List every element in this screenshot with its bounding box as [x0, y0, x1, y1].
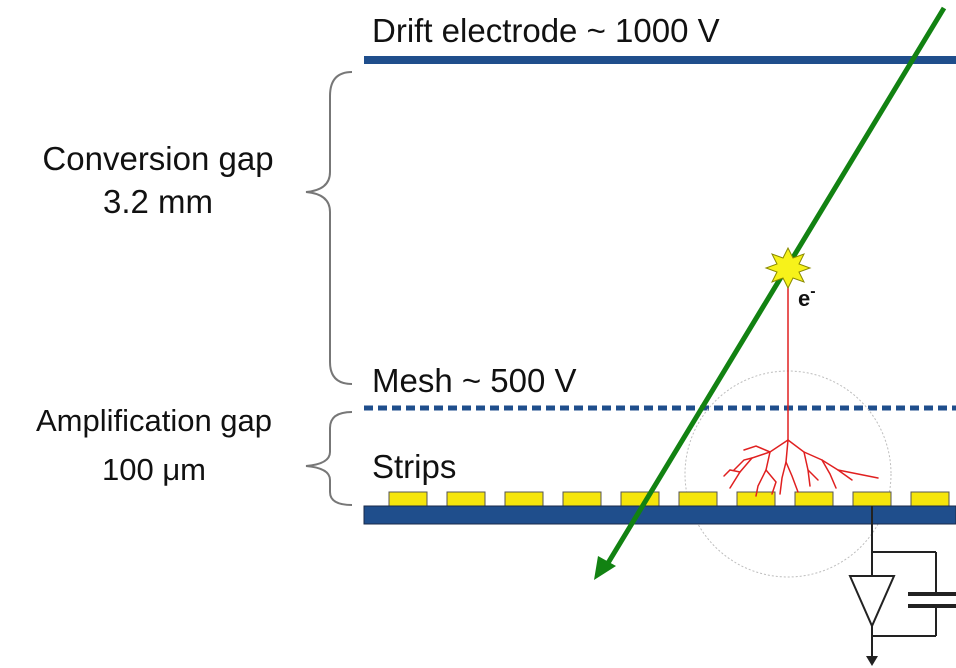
particle-track-line — [602, 6, 947, 570]
output-arrowhead — [866, 656, 878, 666]
avalanche-tree — [723, 409, 879, 497]
strip — [678, 491, 718, 507]
readout-strips — [388, 491, 950, 507]
drift-electrode-label: Drift electrode ~ 1000 V — [372, 12, 720, 49]
conversion-gap-title: Conversion gap — [42, 140, 273, 177]
mesh-label: Mesh ~ 500 V — [372, 362, 577, 399]
conversion-gap-value: 3.2 mm — [103, 183, 213, 220]
amplifier-icon — [848, 575, 896, 629]
electron-label: e- — [798, 283, 816, 311]
strip — [852, 491, 892, 507]
strip — [794, 491, 834, 507]
strip — [562, 491, 602, 507]
strip — [910, 491, 950, 507]
drift-electrode-line — [364, 56, 956, 64]
particle-track — [594, 6, 947, 580]
strip — [504, 491, 544, 507]
strip — [620, 491, 660, 507]
anode-plane — [363, 505, 956, 525]
electron-charge: - — [810, 283, 815, 300]
ionization-spark-icon — [764, 246, 812, 290]
amplification-gap-brace — [305, 411, 353, 506]
strips-label: Strips — [372, 448, 456, 485]
particle-track-arrowhead — [594, 556, 616, 580]
amplification-gap-title: Amplification gap — [36, 403, 272, 438]
strip — [388, 491, 428, 507]
readout-electronics — [848, 506, 956, 660]
amplification-gap-value: 100 μm — [102, 452, 206, 487]
strip — [446, 491, 486, 507]
conversion-gap-brace — [305, 71, 353, 385]
